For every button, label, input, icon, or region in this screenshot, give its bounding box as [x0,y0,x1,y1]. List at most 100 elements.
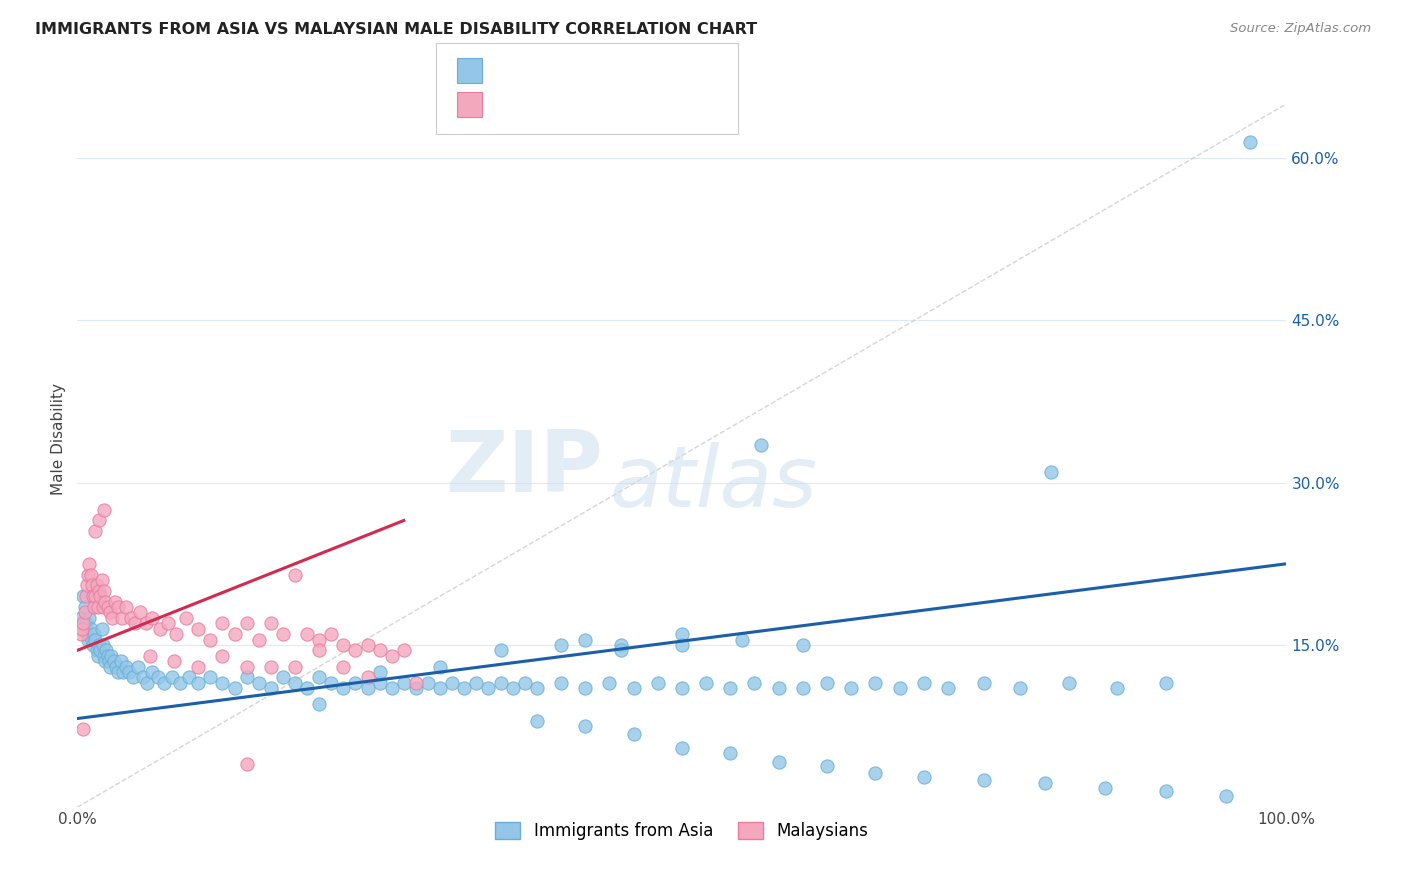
Point [356,638,378,652]
Text: R =: R = [491,62,526,76]
Point [1107,681,1129,696]
Point [211,675,233,690]
Point [84,524,107,539]
Point [1215,789,1237,804]
Point [75,589,97,603]
Point [82,638,104,652]
Point [235,670,257,684]
Point [98,659,121,673]
Point [83,627,105,641]
Point [392,675,415,690]
Point [671,740,693,755]
Text: N =: N = [592,100,628,114]
Point [235,659,257,673]
Point [502,681,524,696]
Point [623,681,645,696]
Point [247,675,270,690]
Point [111,611,134,625]
Point [308,698,330,712]
Text: atlas: atlas [609,442,817,525]
Point [332,681,354,696]
Point [381,681,404,696]
Point [295,681,318,696]
Point [321,675,343,690]
Point [76,627,98,641]
Point [271,670,294,684]
Point [441,675,464,690]
Point [392,643,415,657]
Point [271,627,294,641]
Text: R =: R = [491,100,526,114]
Point [127,659,149,673]
Point [768,755,790,769]
Point [839,681,862,696]
Point [235,616,257,631]
Point [87,638,110,652]
Point [936,681,959,696]
Point [574,632,596,647]
Point [187,622,209,636]
Point [284,567,307,582]
Point [260,616,283,631]
Point [671,638,693,652]
Point [77,632,100,647]
Point [295,627,318,641]
Point [136,675,159,690]
Point [107,600,129,615]
Point [718,746,741,760]
Point [72,723,94,737]
Point [96,643,118,657]
Point [75,616,97,631]
Point [141,611,163,625]
Point [104,594,127,608]
Point [695,675,717,690]
Point [224,681,246,696]
Point [332,659,354,673]
Point [332,638,354,652]
Point [94,594,117,608]
Point [453,681,475,696]
Point [513,675,536,690]
Point [200,670,222,684]
Point [91,600,114,615]
Point [93,583,115,598]
Point [610,638,633,652]
Point [405,681,427,696]
Point [148,670,170,684]
Point [671,627,693,641]
Point [574,681,596,696]
Point [1094,780,1116,795]
Point [308,670,330,684]
Point [139,648,162,663]
Point [623,726,645,740]
Text: ZIP: ZIP [446,427,603,510]
Point [157,616,180,631]
Point [815,675,838,690]
Point [101,611,124,625]
Point [1154,784,1177,798]
Point [744,675,766,690]
Point [865,765,887,780]
Point [1010,681,1032,696]
Point [90,622,112,636]
Point [83,600,105,615]
Point [122,670,145,684]
Point [344,675,367,690]
Point [356,681,378,696]
Point [429,681,451,696]
Point [103,654,125,668]
Point [177,670,200,684]
Point [89,589,111,603]
Point [284,659,307,673]
Point [93,648,115,663]
Point [93,502,115,516]
Point [308,643,330,657]
Point [429,659,451,673]
Point [574,719,596,733]
Point [86,578,108,592]
Point [87,513,110,527]
Point [84,589,107,603]
Point [82,589,104,603]
Point [105,659,128,673]
Point [79,567,101,582]
